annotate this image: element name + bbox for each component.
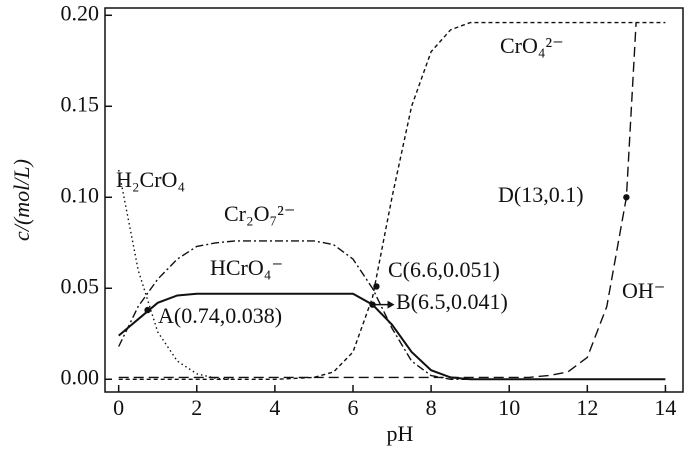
x-tick-label: 2 [191,395,202,420]
y-tick-label: 0.00 [61,364,100,389]
point-marker [623,194,630,201]
series-label: CrO₄²⁻ [500,33,564,58]
series-label: H₂CrO₄ [116,167,185,192]
x-tick-label: 4 [269,395,280,420]
y-axis-label: c/(mol/L) [9,159,34,241]
point-marker [373,283,380,290]
series-label: Cr₂O₇²⁻ [224,201,295,226]
y-tick-label: 0.10 [61,182,100,207]
x-axis-label: pH [387,421,414,446]
point-marker [144,306,151,314]
x-tick-label: 0 [113,395,124,420]
series-line [118,240,471,380]
y-tick-label: 0.05 [61,273,100,298]
y-tick-label: 0.15 [61,91,100,116]
x-tick-label: 14 [654,395,676,420]
series-label: HCrO₄⁻ [210,255,283,280]
series-line [118,292,666,381]
point-label: A(0.74,0.038) [158,303,282,328]
arrow-head [387,300,395,309]
series-label: OH⁻ [622,278,665,303]
x-tick-label: 10 [498,395,520,420]
point-label: C(6.6,0.051) [388,257,500,282]
y-tick-label: 0.20 [61,0,100,25]
series-line [118,22,637,379]
series-line [118,21,666,380]
x-tick-label: 6 [347,395,358,420]
point-label: B(6.5,0.041) [396,289,508,314]
x-tick-label: 12 [576,395,598,420]
x-tick-label: 8 [426,395,437,420]
plot-frame [104,7,684,393]
point-label: D(13,0.1) [498,182,584,207]
